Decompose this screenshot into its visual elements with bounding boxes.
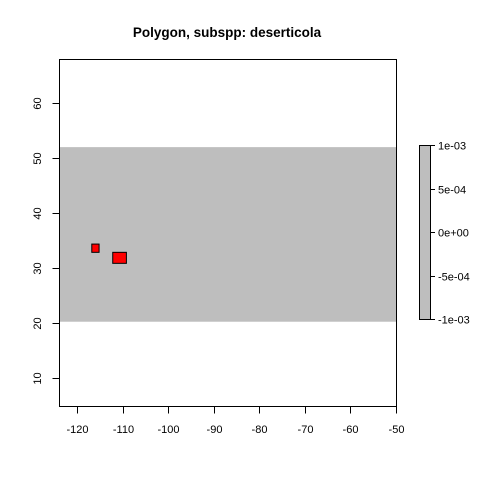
raster-band — [59, 147, 396, 322]
x-tick-label: -70 — [298, 424, 314, 436]
legend: 1e-03 5e-04 0e+00 -5e-04 -1e-03 — [419, 141, 470, 327]
y-tick-label: 50 — [32, 152, 44, 164]
legend-label: 5e-04 — [438, 185, 466, 197]
legend-label: 0e+00 — [438, 228, 469, 240]
x-tick-label: -110 — [113, 424, 134, 436]
x-tick-label: -50 — [389, 424, 405, 436]
x-tick-label: -60 — [343, 424, 359, 436]
y-tick-label: 40 — [32, 207, 44, 219]
y-tick-label: 60 — [32, 97, 44, 109]
x-tick-label: -100 — [157, 424, 179, 436]
axes: -120 -110 -100 -90 -80 -70 -60 -50 10 20 30 40 50 60 — [32, 59, 405, 436]
y-tick-label: 30 — [32, 262, 44, 274]
x-tick-label: -120 — [66, 424, 88, 436]
x-tick-label: -80 — [252, 424, 268, 436]
legend-label: -5e-04 — [438, 272, 470, 284]
legend-label: -1e-03 — [438, 315, 470, 327]
plot-area — [59, 147, 396, 322]
x-tick-label: -90 — [207, 424, 223, 436]
polygon-1 — [91, 243, 100, 253]
y-tick-label: 20 — [32, 317, 44, 329]
polygon-2 — [112, 251, 127, 264]
legend-label: 1e-03 — [438, 141, 466, 153]
chart-title: Polygon, subspp: deserticola — [133, 25, 322, 40]
legend-colorbar — [419, 145, 431, 320]
y-tick-label: 10 — [32, 372, 44, 384]
